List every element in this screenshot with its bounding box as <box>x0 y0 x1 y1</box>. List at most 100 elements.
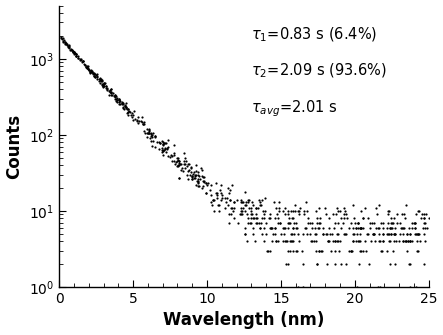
Point <box>123 105 130 110</box>
Point <box>301 208 308 214</box>
Point <box>256 220 263 225</box>
Point <box>270 200 277 205</box>
Point <box>65 44 72 49</box>
Point <box>385 231 392 237</box>
Point <box>182 165 189 171</box>
Point <box>261 216 268 221</box>
Point <box>124 113 132 118</box>
Point <box>193 162 200 168</box>
Point <box>414 208 421 214</box>
Point <box>62 41 70 46</box>
Point <box>73 52 80 57</box>
Point <box>414 231 421 237</box>
Point <box>167 152 174 157</box>
Point <box>341 208 348 214</box>
Point <box>188 173 195 179</box>
Point <box>242 202 249 208</box>
Point <box>132 116 139 122</box>
Point <box>304 208 311 214</box>
Point <box>214 193 221 198</box>
Point <box>125 109 132 114</box>
Point <box>84 67 91 72</box>
Point <box>267 248 274 253</box>
Point <box>376 284 383 290</box>
Point <box>89 69 96 74</box>
Point <box>156 140 163 145</box>
Point <box>404 239 411 244</box>
Point <box>229 182 236 188</box>
Point <box>218 193 225 198</box>
Point <box>83 63 90 69</box>
Point <box>87 69 94 74</box>
Point <box>159 147 167 152</box>
Point <box>65 43 72 48</box>
Point <box>241 208 249 214</box>
Point <box>399 231 406 237</box>
Point <box>266 216 273 221</box>
Point <box>118 100 125 106</box>
Point <box>159 148 167 153</box>
Point <box>411 220 418 225</box>
Point <box>176 162 183 168</box>
Point <box>354 225 361 230</box>
Point <box>288 216 295 221</box>
Point <box>256 225 263 230</box>
Point <box>182 158 189 164</box>
Point <box>191 176 198 181</box>
Point <box>405 239 412 244</box>
Point <box>175 163 182 169</box>
Point <box>325 216 332 221</box>
Point <box>73 52 80 57</box>
Point <box>333 231 340 237</box>
Point <box>418 216 425 221</box>
Point <box>407 284 414 290</box>
Point <box>123 101 130 106</box>
Point <box>337 208 344 214</box>
Point <box>210 197 217 202</box>
Point <box>238 200 245 205</box>
Point <box>369 220 376 225</box>
Point <box>421 220 428 225</box>
Point <box>152 134 159 139</box>
Point <box>415 231 422 237</box>
Point <box>100 83 107 89</box>
Point <box>283 239 290 244</box>
Point <box>199 178 206 183</box>
Point <box>77 57 84 62</box>
Point <box>195 184 202 189</box>
Text: $\tau_2$=2.09 s (93.6%): $\tau_2$=2.09 s (93.6%) <box>251 62 388 80</box>
Point <box>249 200 256 205</box>
Point <box>98 79 105 84</box>
Point <box>222 195 229 200</box>
Point <box>253 205 260 210</box>
Point <box>262 231 269 237</box>
Point <box>317 248 324 253</box>
Point <box>281 239 288 244</box>
Point <box>359 216 366 221</box>
Point <box>325 239 332 244</box>
Point <box>336 248 343 253</box>
Point <box>241 225 249 230</box>
Point <box>193 178 200 183</box>
Point <box>350 239 357 244</box>
Point <box>244 212 251 217</box>
Point <box>112 96 119 102</box>
Point <box>86 67 93 72</box>
Point <box>238 212 245 217</box>
Point <box>82 62 89 67</box>
Point <box>202 191 210 196</box>
Point <box>89 69 96 74</box>
Point <box>412 231 420 237</box>
Point <box>384 231 391 237</box>
Point <box>85 68 93 73</box>
Point <box>175 162 182 168</box>
Point <box>304 231 311 237</box>
Point <box>316 205 323 210</box>
Point <box>90 73 97 79</box>
Point <box>330 212 337 217</box>
Point <box>352 239 359 244</box>
Point <box>185 167 192 172</box>
Point <box>191 172 198 177</box>
Point <box>420 216 427 221</box>
Point <box>162 150 169 155</box>
